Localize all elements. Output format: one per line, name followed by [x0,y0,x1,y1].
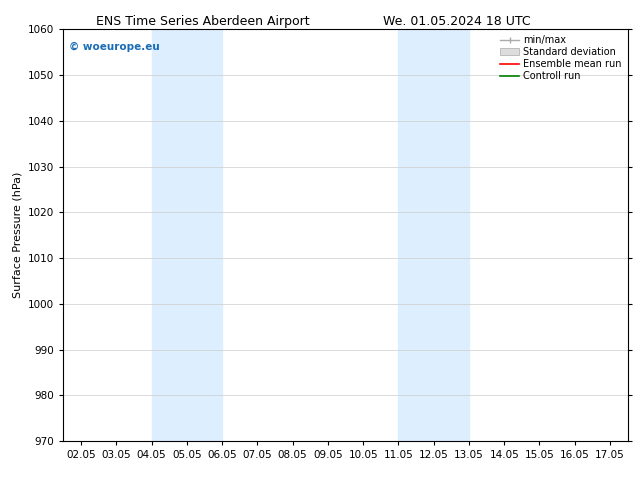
Text: ENS Time Series Aberdeen Airport: ENS Time Series Aberdeen Airport [96,15,309,28]
Bar [398,29,469,441]
Bar [152,29,222,441]
Text: © woeurope.eu: © woeurope.eu [69,42,160,52]
Legend: min/max, Standard deviation, Ensemble mean run, Controll run: min/max, Standard deviation, Ensemble me… [497,32,624,84]
Y-axis label: Surface Pressure (hPa): Surface Pressure (hPa) [13,172,23,298]
Text: We. 01.05.2024 18 UTC: We. 01.05.2024 18 UTC [383,15,530,28]
